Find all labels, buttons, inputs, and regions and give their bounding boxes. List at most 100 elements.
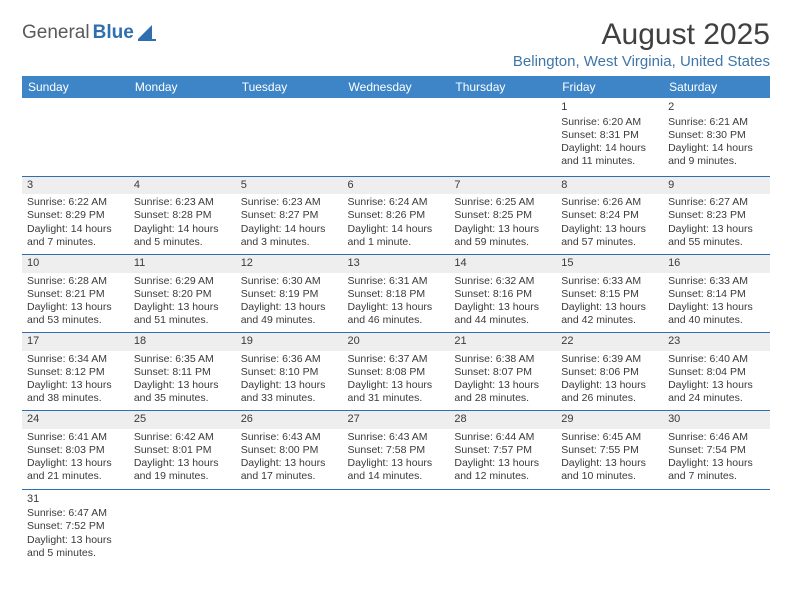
sunset-line: Sunset: 7:57 PM — [454, 444, 551, 457]
title-block: August 2025 Belington, West Virginia, Un… — [513, 18, 770, 70]
calendar-cell: 13Sunrise: 6:31 AMSunset: 8:18 PMDayligh… — [343, 254, 450, 332]
sunset-line: Sunset: 8:23 PM — [668, 209, 765, 222]
day-info: Sunrise: 6:43 AMSunset: 8:00 PMDaylight:… — [241, 431, 338, 484]
sunrise-line: Sunrise: 6:47 AM — [27, 507, 124, 520]
calendar-cell: 19Sunrise: 6:36 AMSunset: 8:10 PMDayligh… — [236, 333, 343, 411]
day-header: Saturday — [663, 76, 770, 98]
location-label: Belington, West Virginia, United States — [513, 53, 770, 70]
daylight-line: Daylight: 13 hours and 31 minutes. — [348, 379, 445, 405]
sunrise-line: Sunrise: 6:28 AM — [27, 275, 124, 288]
day-info: Sunrise: 6:38 AMSunset: 8:07 PMDaylight:… — [454, 353, 551, 406]
sunset-line: Sunset: 8:30 PM — [668, 129, 765, 142]
day-info: Sunrise: 6:27 AMSunset: 8:23 PMDaylight:… — [668, 196, 765, 249]
day-number: 25 — [129, 411, 236, 429]
calendar-week-row: 1Sunrise: 6:20 AMSunset: 8:31 PMDaylight… — [22, 98, 770, 176]
calendar-cell: 26Sunrise: 6:43 AMSunset: 8:00 PMDayligh… — [236, 411, 343, 489]
daylight-line: Daylight: 13 hours and 53 minutes. — [27, 301, 124, 327]
calendar-week-row: 24Sunrise: 6:41 AMSunset: 8:03 PMDayligh… — [22, 411, 770, 489]
sunrise-line: Sunrise: 6:42 AM — [134, 431, 231, 444]
calendar-cell: 28 Sunrise: 6:44 AMSunset: 7:57 PMDayligh… — [449, 411, 556, 489]
calendar-cell — [236, 489, 343, 567]
day-info: Sunrise: 6:30 AMSunset: 8:19 PMDaylight:… — [241, 275, 338, 328]
sunset-line: Sunset: 8:31 PM — [561, 129, 658, 142]
day-info: Sunrise: 6:23 AMSunset: 8:27 PMDaylight:… — [241, 196, 338, 249]
calendar-cell: 6Sunrise: 6:24 AMSunset: 8:26 PMDaylight… — [343, 176, 450, 254]
sunrise-line: Sunrise: 6:24 AM — [348, 196, 445, 209]
day-info: Sunrise: 6:45 AMSunset: 7:55 PMDaylight:… — [561, 431, 658, 484]
sunset-line: Sunset: 8:29 PM — [27, 209, 124, 222]
calendar-cell — [129, 98, 236, 176]
day-number: 28 — [449, 411, 556, 429]
day-number: 21 — [449, 333, 556, 351]
sunrise-line: Sunrise: 6:44 AM — [454, 431, 551, 444]
sunrise-line: Sunrise: 6:46 AM — [668, 431, 765, 444]
day-number: 13 — [343, 255, 450, 273]
day-header: Monday — [129, 76, 236, 98]
daylight-line: Daylight: 13 hours and 59 minutes. — [454, 223, 551, 249]
day-info: Sunrise: 6:39 AMSunset: 8:06 PMDaylight:… — [561, 353, 658, 406]
day-number: 29 — [556, 411, 663, 429]
day-header: Sunday — [22, 76, 129, 98]
sunrise-line: Sunrise: 6:20 AM — [561, 116, 658, 129]
calendar-week-row: 17Sunrise: 6:34 AMSunset: 8:12 PMDayligh… — [22, 333, 770, 411]
calendar-cell: 27Sunrise: 6:43 AMSunset: 7:58 PMDayligh… — [343, 411, 450, 489]
calendar-cell — [343, 98, 450, 176]
sunset-line: Sunset: 8:18 PM — [348, 288, 445, 301]
calendar-cell: 25Sunrise: 6:42 AMSunset: 8:01 PMDayligh… — [129, 411, 236, 489]
calendar-cell: 9Sunrise: 6:27 AMSunset: 8:23 PMDaylight… — [663, 176, 770, 254]
calendar-cell: 11Sunrise: 6:29 AMSunset: 8:20 PMDayligh… — [129, 254, 236, 332]
daylight-line: Daylight: 13 hours and 49 minutes. — [241, 301, 338, 327]
logo-text-blue: Blue — [93, 22, 134, 44]
sunset-line: Sunset: 8:00 PM — [241, 444, 338, 457]
day-info: Sunrise: 6:37 AMSunset: 8:08 PMDaylight:… — [348, 353, 445, 406]
calendar-week-row: 31Sunrise: 6:47 AMSunset: 7:52 PMDayligh… — [22, 489, 770, 567]
day-header: Thursday — [449, 76, 556, 98]
calendar-cell — [663, 489, 770, 567]
calendar-cell — [556, 489, 663, 567]
sunset-line: Sunset: 8:24 PM — [561, 209, 658, 222]
sunset-line: Sunset: 8:16 PM — [454, 288, 551, 301]
sunrise-line: Sunrise: 6:23 AM — [241, 196, 338, 209]
day-number: 1 — [561, 101, 658, 115]
daylight-line: Daylight: 13 hours and 26 minutes. — [561, 379, 658, 405]
calendar-cell: 20Sunrise: 6:37 AMSunset: 8:08 PMDayligh… — [343, 333, 450, 411]
sunset-line: Sunset: 8:07 PM — [454, 366, 551, 379]
day-info: Sunrise: 6:29 AMSunset: 8:20 PMDaylight:… — [134, 275, 231, 328]
sunrise-line: Sunrise: 6:41 AM — [27, 431, 124, 444]
sunset-line: Sunset: 8:21 PM — [27, 288, 124, 301]
day-header-row: SundayMondayTuesdayWednesdayThursdayFrid… — [22, 76, 770, 98]
sunrise-line: Sunrise: 6:39 AM — [561, 353, 658, 366]
daylight-line: Daylight: 13 hours and 10 minutes. — [561, 457, 658, 483]
sunset-line: Sunset: 8:12 PM — [27, 366, 124, 379]
day-header: Wednesday — [343, 76, 450, 98]
daylight-line: Daylight: 14 hours and 3 minutes. — [241, 223, 338, 249]
sunrise-line: Sunrise: 6:43 AM — [241, 431, 338, 444]
calendar-cell — [129, 489, 236, 567]
daylight-line: Daylight: 14 hours and 11 minutes. — [561, 142, 658, 168]
sunset-line: Sunset: 7:54 PM — [668, 444, 765, 457]
day-info: Sunrise: 6:33 AMSunset: 8:14 PMDaylight:… — [668, 275, 765, 328]
sunrise-line: Sunrise: 6:34 AM — [27, 353, 124, 366]
calendar-cell — [343, 489, 450, 567]
sunrise-line: Sunrise: 6:32 AM — [454, 275, 551, 288]
sunset-line: Sunset: 8:28 PM — [134, 209, 231, 222]
day-header: Friday — [556, 76, 663, 98]
day-number: 18 — [129, 333, 236, 351]
sunset-line: Sunset: 8:27 PM — [241, 209, 338, 222]
daylight-line: Daylight: 13 hours and 46 minutes. — [348, 301, 445, 327]
daylight-line: Daylight: 14 hours and 5 minutes. — [134, 223, 231, 249]
day-number: 9 — [663, 177, 770, 195]
month-title: August 2025 — [513, 18, 770, 52]
sunset-line: Sunset: 8:06 PM — [561, 366, 658, 379]
calendar-cell: 4Sunrise: 6:23 AMSunset: 8:28 PMDaylight… — [129, 176, 236, 254]
sunset-line: Sunset: 7:52 PM — [27, 520, 124, 533]
sunrise-line: Sunrise: 6:33 AM — [561, 275, 658, 288]
calendar-cell: 3Sunrise: 6:22 AMSunset: 8:29 PMDaylight… — [22, 176, 129, 254]
day-info: Sunrise: 6:34 AMSunset: 8:12 PMDaylight:… — [27, 353, 124, 406]
daylight-line: Daylight: 13 hours and 14 minutes. — [348, 457, 445, 483]
sunrise-line: Sunrise: 6:36 AM — [241, 353, 338, 366]
daylight-line: Daylight: 14 hours and 1 minute. — [348, 223, 445, 249]
daylight-line: Daylight: 13 hours and 33 minutes. — [241, 379, 338, 405]
day-info: Sunrise: 6:20 AMSunset: 8:31 PMDaylight:… — [561, 116, 658, 169]
day-info: Sunrise: 6:44 AMSunset: 7:57 PMDaylight:… — [454, 431, 551, 484]
